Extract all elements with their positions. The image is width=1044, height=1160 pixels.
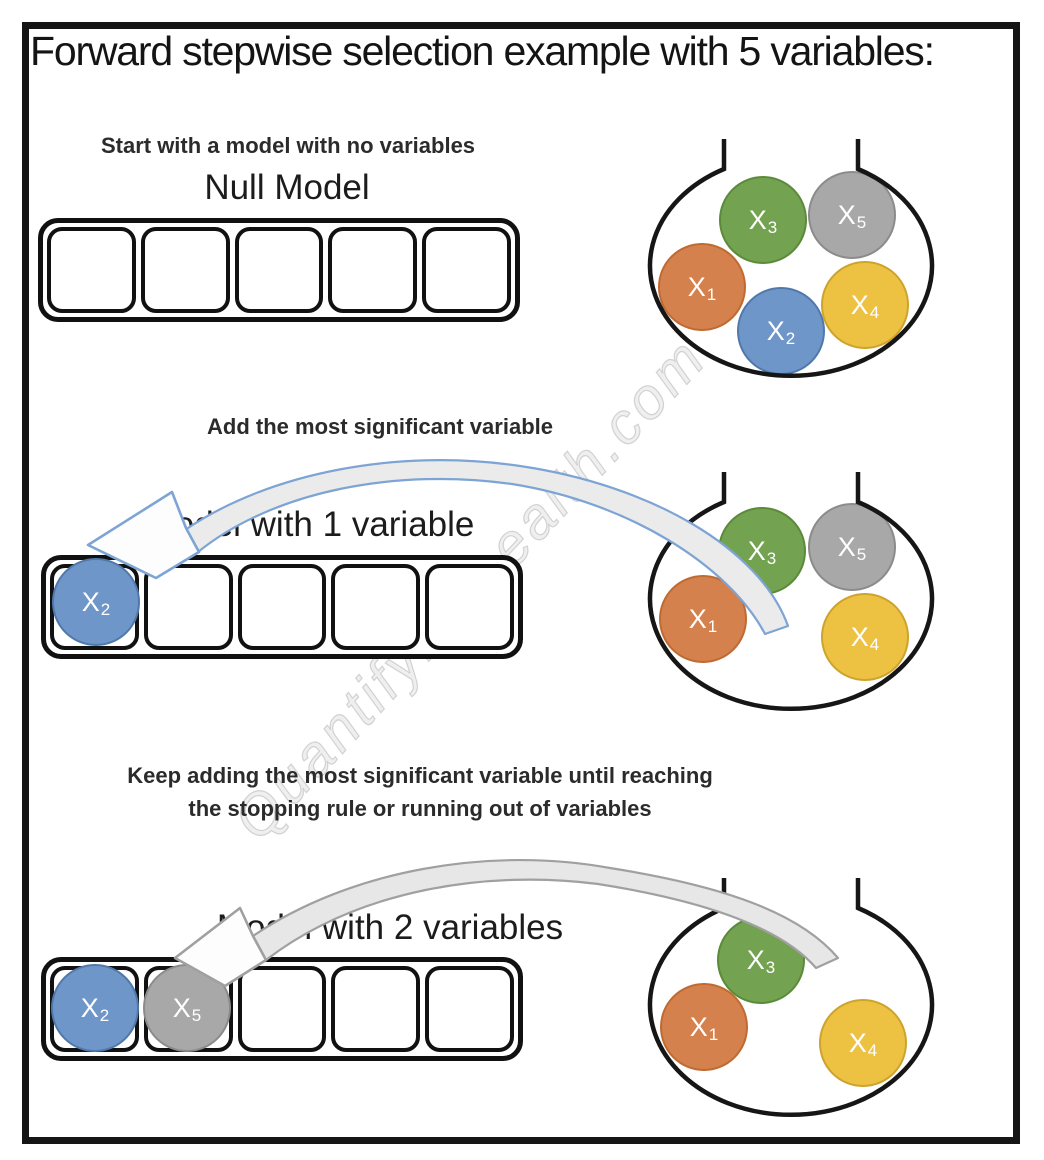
variable-label: X xyxy=(688,603,707,634)
variable-label: X xyxy=(837,199,856,230)
variable-subscript: 5 xyxy=(191,1005,202,1025)
variable-subscript: 3 xyxy=(766,548,777,568)
section-1-heading: Null Model xyxy=(204,168,370,207)
variable-subscript: 3 xyxy=(765,957,776,977)
variable-label: X xyxy=(172,992,191,1023)
variable-label: X xyxy=(850,289,869,320)
variable-subscript: 5 xyxy=(856,544,867,564)
section-2-caption: Add the most significant variable xyxy=(207,414,553,439)
outer-frame xyxy=(22,22,1020,1144)
variable-subscript: 4 xyxy=(869,634,880,654)
variable-label: X xyxy=(748,204,767,235)
variable-subscript: 4 xyxy=(867,1040,878,1060)
variable-subscript: 1 xyxy=(708,1024,719,1044)
variable-subscript: 1 xyxy=(707,616,718,636)
variable-subscript: 1 xyxy=(706,284,717,304)
section-1-caption: Start with a model with no variables xyxy=(100,133,476,158)
model-slot xyxy=(331,966,421,1052)
variable-label: X xyxy=(81,586,100,617)
variable-subscript: 5 xyxy=(856,212,867,232)
variable-subscript: 4 xyxy=(869,302,880,322)
model-slot xyxy=(47,227,136,313)
section-3-caption-line1: Keep adding the most significant variabl… xyxy=(127,763,713,788)
variable-subscript: 2 xyxy=(785,328,796,348)
model-slot xyxy=(237,564,327,650)
model-slot xyxy=(328,227,418,313)
variable-label: X xyxy=(746,944,765,975)
variable-label: X xyxy=(687,271,706,302)
model-row-1 xyxy=(38,218,520,322)
model-slot xyxy=(143,564,233,650)
section-3-caption-line2: the stopping rule or running out of vari… xyxy=(188,796,652,821)
variable-label: X xyxy=(766,315,785,346)
model-slot xyxy=(234,227,324,313)
variable-subscript: 2 xyxy=(100,599,111,619)
section-3-heading: Model with 2 variables xyxy=(216,908,564,947)
variable-label: X xyxy=(850,621,869,652)
variable-label: X xyxy=(80,992,99,1023)
model-slot xyxy=(425,966,514,1052)
section-2-heading: Model with 1 variable xyxy=(145,505,475,544)
variable-label: X xyxy=(848,1027,867,1058)
variable-label: X xyxy=(747,535,766,566)
variable-label: X xyxy=(689,1011,708,1042)
variable-label: X xyxy=(837,531,856,562)
model-slot xyxy=(331,564,421,650)
variable-subscript: 3 xyxy=(767,217,778,237)
model-slot xyxy=(422,227,511,313)
model-slot xyxy=(425,564,514,650)
variable-subscript: 2 xyxy=(99,1005,110,1025)
model-slot xyxy=(140,227,230,313)
diagram-title: Forward stepwise selection example with … xyxy=(30,28,935,74)
model-slot xyxy=(237,966,327,1052)
